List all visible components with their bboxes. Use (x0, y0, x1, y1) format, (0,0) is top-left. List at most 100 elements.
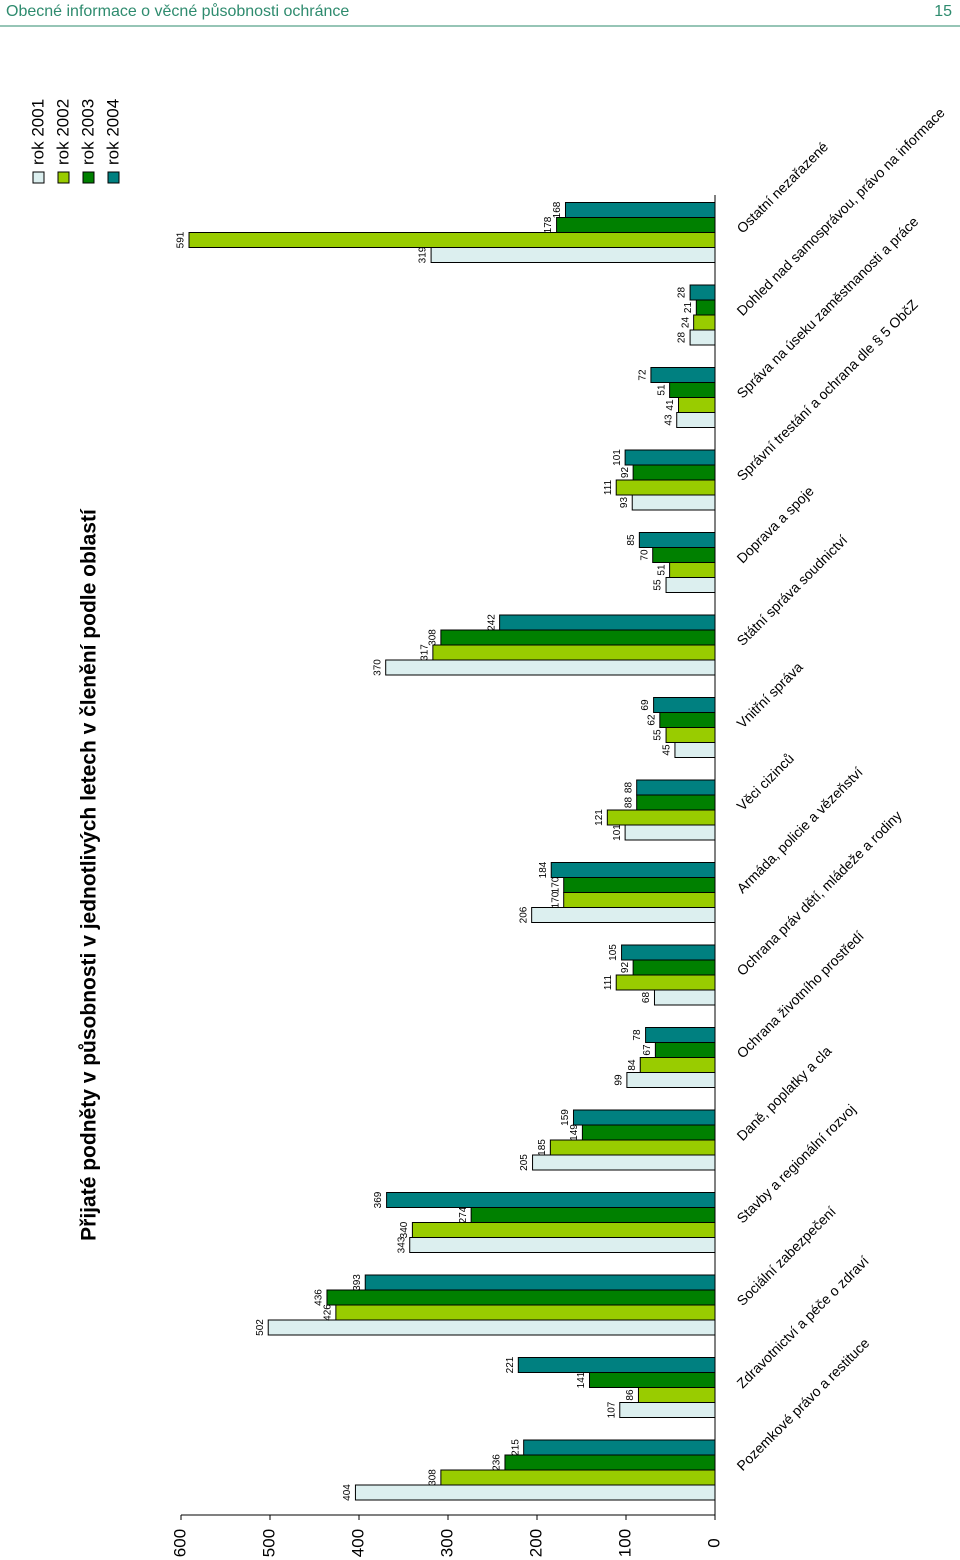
bar (589, 1372, 716, 1388)
bar (517, 1357, 716, 1373)
bar (653, 989, 716, 1006)
value-label: 343 (396, 1236, 407, 1253)
legend-swatch (107, 171, 120, 184)
legend-label: rok 2003 (78, 99, 97, 165)
bar (665, 577, 716, 593)
bar (432, 644, 716, 661)
value-label: 21 (683, 302, 694, 314)
bar (653, 697, 716, 713)
bar (619, 1402, 716, 1418)
value-label: 45 (662, 744, 673, 756)
bar (385, 659, 716, 676)
value-label: 236 (492, 1454, 503, 1471)
bar (499, 614, 716, 631)
value-label: 184 (538, 861, 549, 878)
value-label: 159 (560, 1109, 571, 1126)
value-label: 28 (677, 287, 688, 299)
value-label: 340 (399, 1221, 410, 1238)
bar (581, 1124, 716, 1141)
value-label: 69 (640, 699, 651, 711)
bar (504, 1454, 716, 1471)
bar (636, 779, 716, 796)
bar (652, 547, 716, 563)
value-label: 185 (537, 1139, 548, 1156)
bar (665, 727, 716, 743)
bar (615, 479, 716, 496)
bar (531, 907, 716, 923)
value-label: 149 (569, 1124, 580, 1141)
value-label: 99 (614, 1074, 625, 1086)
value-label: 24 (680, 317, 691, 329)
x-tick-label: 300 (437, 1529, 456, 1557)
bar (695, 299, 716, 316)
legend-swatch (82, 171, 95, 184)
value-label: 404 (342, 1484, 353, 1501)
legend-label: rok 2004 (103, 99, 122, 165)
value-label: 67 (642, 1044, 653, 1056)
value-label: 55 (653, 579, 664, 591)
bar (409, 1237, 716, 1253)
value-label: 319 (418, 246, 429, 263)
bar (624, 824, 716, 841)
value-label: 85 (626, 534, 637, 546)
value-label: 170 (550, 891, 561, 908)
category-label: Zdravotnictví a péče o zdraví (733, 1253, 871, 1391)
value-label: 274 (458, 1206, 469, 1223)
bar (693, 314, 716, 331)
bar (678, 397, 716, 413)
chart-title: Přijaté podněty v působnosti v jednotliv… (78, 508, 101, 1241)
value-label: 221 (505, 1356, 516, 1373)
bar (645, 1027, 716, 1043)
value-label: 121 (594, 809, 605, 826)
bar (564, 202, 716, 218)
bar (626, 1072, 716, 1088)
bar (549, 1139, 716, 1156)
x-tick-label: 100 (615, 1529, 634, 1557)
bar (411, 1222, 716, 1238)
value-label: 41 (665, 399, 676, 411)
bar (354, 1484, 716, 1501)
bar (440, 629, 716, 646)
value-label: 88 (623, 782, 634, 794)
bar (632, 464, 716, 481)
value-label: 206 (518, 906, 529, 923)
bar (267, 1319, 716, 1336)
value-label: 55 (653, 729, 664, 741)
bar (606, 809, 716, 826)
value-label: 28 (677, 332, 688, 344)
category-label: Doprava a spoje (733, 483, 817, 567)
value-label: 369 (373, 1191, 384, 1208)
value-label: 62 (646, 714, 657, 726)
value-label: 105 (608, 944, 619, 961)
bar (556, 217, 716, 233)
value-label: 591 (176, 231, 187, 248)
category-label: Pozemkové právo a restituce (733, 1335, 872, 1474)
x-tick-label: 600 (170, 1529, 189, 1557)
value-label: 393 (352, 1274, 363, 1291)
bar (532, 1154, 716, 1171)
bar (638, 532, 716, 548)
value-label: 86 (625, 1389, 636, 1401)
bar (637, 1387, 716, 1403)
legend-swatch (57, 171, 70, 184)
bar (632, 959, 716, 976)
value-label: 317 (420, 644, 431, 661)
category-label: Ochrana práv dětí, mládeže a rodiny (733, 807, 904, 978)
value-label: 215 (510, 1439, 521, 1456)
bar (550, 862, 716, 878)
x-tick-label: 0 (704, 1538, 723, 1547)
value-label: 111 (603, 479, 614, 495)
bar (621, 944, 716, 961)
value-label: 88 (623, 797, 634, 809)
category-label: Vnitřní správa (733, 659, 806, 732)
x-tick-label: 500 (259, 1529, 278, 1557)
value-label: 101 (612, 449, 623, 466)
value-label: 168 (552, 201, 563, 218)
legend-label: rok 2002 (53, 99, 72, 165)
bar (669, 562, 716, 578)
value-label: 170 (550, 876, 561, 893)
bar (654, 1042, 716, 1058)
value-label: 70 (639, 549, 650, 561)
bar (669, 382, 716, 398)
